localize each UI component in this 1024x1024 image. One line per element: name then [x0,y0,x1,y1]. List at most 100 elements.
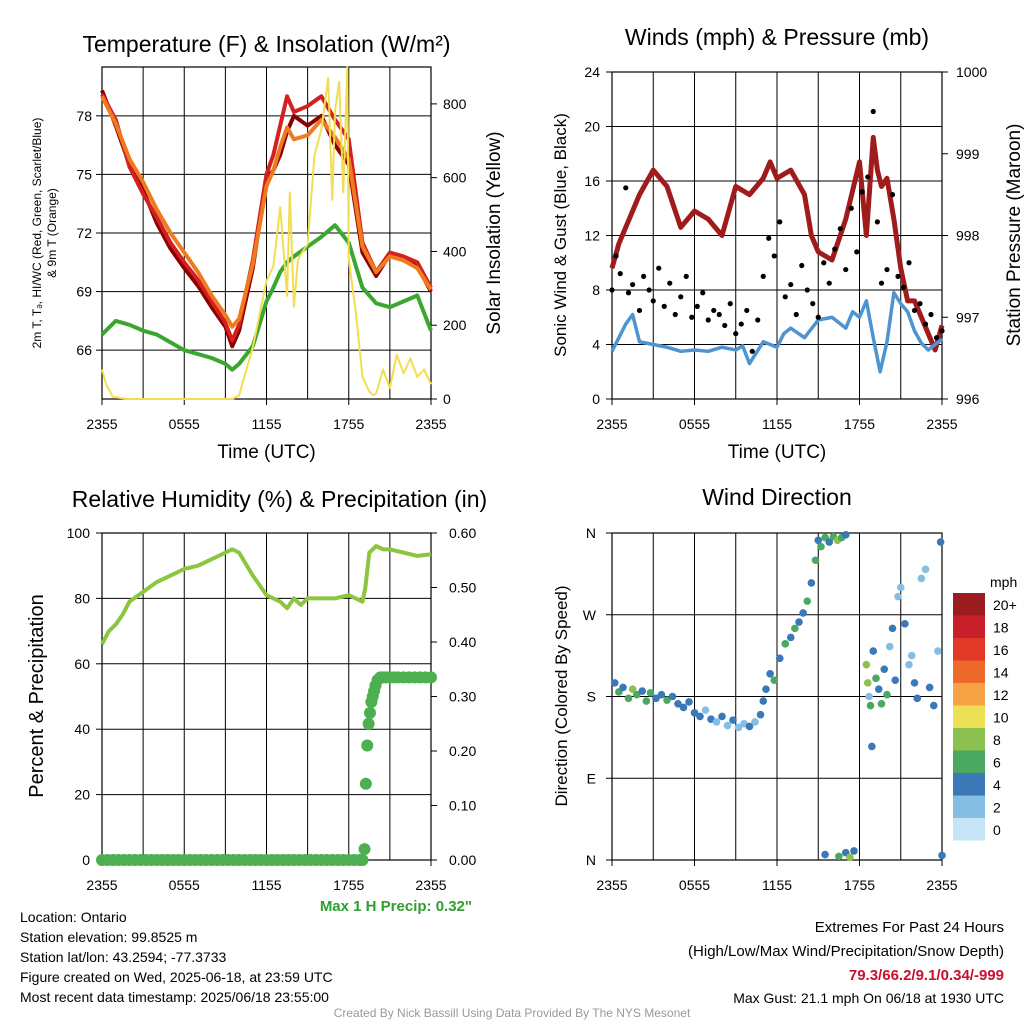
direction-point [885,642,894,651]
direction-point [905,660,913,669]
precip-point [356,854,369,866]
extremes-subheader: (High/Low/Max Wind/Precipitation/Snow De… [688,943,1004,960]
x-tick-label: 1755 [333,416,364,432]
y-axis-label: Direction (Colored By Speed) [552,585,571,806]
direction-point [825,538,834,546]
gust-point [623,185,629,191]
direction-point [814,536,823,545]
precip-point [362,717,375,730]
x-tick-label: 2355 [86,416,117,432]
y-tick-label-right: 0.20 [449,743,476,759]
gust-point [865,174,871,180]
direction-point [936,538,945,546]
y-tick-label: 69 [76,284,92,300]
precip-point [363,706,376,719]
y-tick-label-right: 600 [443,170,467,186]
gust-point [678,294,684,300]
gust-point [646,287,652,293]
gust-point [727,301,733,307]
gust-point [906,260,912,266]
y-tick-label: 78 [76,108,92,124]
gust-point [733,331,739,337]
direction-point [679,703,688,712]
gust-point [716,311,722,318]
gust-point [705,317,711,323]
colorbar-swatch [953,615,985,638]
colorbar-swatch [953,773,985,796]
x-tick-label: 2355 [926,416,957,432]
gust-point [793,311,799,318]
y-axis-label-2: & 9m T (Orange) [45,188,59,278]
direction-point [690,709,699,717]
y-tick-label: 16 [584,173,600,189]
y-tick-label: 80 [74,590,90,606]
colorbar-label: 14 [993,665,1009,681]
series-line-2 [100,95,433,329]
gust-point [917,301,923,307]
gust-point [848,205,854,211]
info-latlon: Station lat/lon: 43.2594; -77.3733 [20,949,227,965]
direction-point [786,633,795,642]
gust-point [711,307,717,314]
gust-point [922,321,929,327]
direction-point [646,689,655,697]
colorbar-swatch [953,818,985,841]
gust-point [878,280,885,286]
gust-point [613,253,619,259]
x-tick-label: 1755 [844,416,875,432]
direction-point [729,716,737,724]
x-tick-label: 0555 [679,877,710,893]
gust-point [636,307,643,314]
y-tick-label-right: 0.40 [449,634,476,650]
y-tick-label-right: 400 [443,243,467,259]
direction-point [756,710,765,719]
direction-point [803,597,812,605]
panel-winds: 2355 0555 1155 1755 2355 0 4 8 12 16 20 24 996 997 998… [551,24,1024,463]
y-tick-label-right: 200 [443,317,467,333]
y-axis-label-right: Solar Insolation (Yellow) [484,131,505,334]
y-tick-label: 75 [76,166,92,182]
colorbar-label: 2 [993,800,1001,816]
extremes-gust: Max Gust: 21.1 mph On 06/18 at 1930 UTC [733,990,1004,1006]
colorbar-swatch [953,593,985,616]
y-tick-label-right: 998 [956,228,980,244]
gust-point [788,281,794,288]
direction-point [894,592,902,601]
colorbar-label: 10 [993,710,1009,726]
precip-point [358,843,371,856]
direction-point [766,669,774,678]
colorbar-swatch [953,750,985,773]
direction-point [799,609,807,617]
direction-point [821,850,829,859]
direction-point [663,696,671,704]
gust-point [939,328,945,334]
gust-point [722,322,728,329]
gust-point [777,219,783,225]
y-tick-label: S [587,689,596,705]
gust-point [625,290,632,296]
colorbar-label: 18 [993,620,1009,636]
y-tick-label: W [583,607,597,623]
direction-point [913,694,922,703]
x-tick-label: 0555 [169,877,200,893]
direction-point [907,651,916,660]
y-axis-label-right: Station Pressure (Maroon) [1004,124,1024,347]
gust-point [656,265,662,271]
direction-point [696,712,704,721]
precip-point [425,671,437,684]
direction-point [863,679,872,687]
series-line-3 [100,223,433,372]
gust-point [760,273,766,279]
chart-title: Relative Humidity (%) & Precipitation (i… [72,486,487,512]
direction-point [934,647,942,655]
gust-point [738,321,744,327]
colorbar-label: 6 [993,755,1001,771]
gust-point [630,281,636,288]
y-tick-label: 4 [592,337,600,353]
colorbar-swatch [953,683,985,706]
chart-title: Wind Direction [702,484,852,510]
chart-title: Winds (mph) & Pressure (mb) [625,24,929,50]
y-tick-label-right: 0.10 [449,798,476,814]
y-tick-label-right: 800 [443,96,467,112]
